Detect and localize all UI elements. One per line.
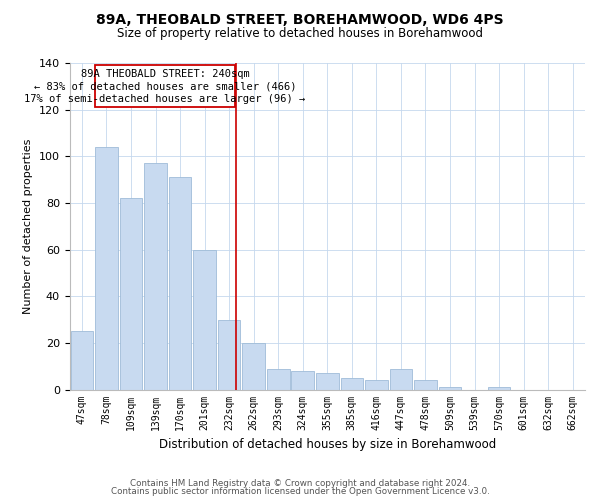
Bar xyxy=(193,250,216,390)
Bar xyxy=(119,198,142,390)
Bar xyxy=(292,371,314,390)
Text: Contains public sector information licensed under the Open Government Licence v3: Contains public sector information licen… xyxy=(110,487,490,496)
Y-axis label: Number of detached properties: Number of detached properties xyxy=(23,138,33,314)
Bar xyxy=(439,387,461,390)
Bar xyxy=(488,387,511,390)
Bar xyxy=(365,380,388,390)
Bar xyxy=(389,368,412,390)
Bar xyxy=(71,331,93,390)
Text: 89A, THEOBALD STREET, BOREHAMWOOD, WD6 4PS: 89A, THEOBALD STREET, BOREHAMWOOD, WD6 4… xyxy=(96,12,504,26)
Bar xyxy=(316,373,338,390)
Text: Contains HM Land Registry data © Crown copyright and database right 2024.: Contains HM Land Registry data © Crown c… xyxy=(130,478,470,488)
Bar xyxy=(95,147,118,390)
Text: ← 83% of detached houses are smaller (466): ← 83% of detached houses are smaller (46… xyxy=(34,82,296,92)
Bar xyxy=(218,320,241,390)
Bar xyxy=(242,343,265,390)
Text: Size of property relative to detached houses in Borehamwood: Size of property relative to detached ho… xyxy=(117,28,483,40)
FancyBboxPatch shape xyxy=(95,66,235,108)
Bar xyxy=(341,378,363,390)
Bar xyxy=(169,178,191,390)
Bar xyxy=(144,164,167,390)
X-axis label: Distribution of detached houses by size in Borehamwood: Distribution of detached houses by size … xyxy=(158,438,496,451)
Text: 89A THEOBALD STREET: 240sqm: 89A THEOBALD STREET: 240sqm xyxy=(80,69,250,79)
Bar xyxy=(414,380,437,390)
Text: 17% of semi-detached houses are larger (96) →: 17% of semi-detached houses are larger (… xyxy=(25,94,305,104)
Bar xyxy=(267,368,290,390)
